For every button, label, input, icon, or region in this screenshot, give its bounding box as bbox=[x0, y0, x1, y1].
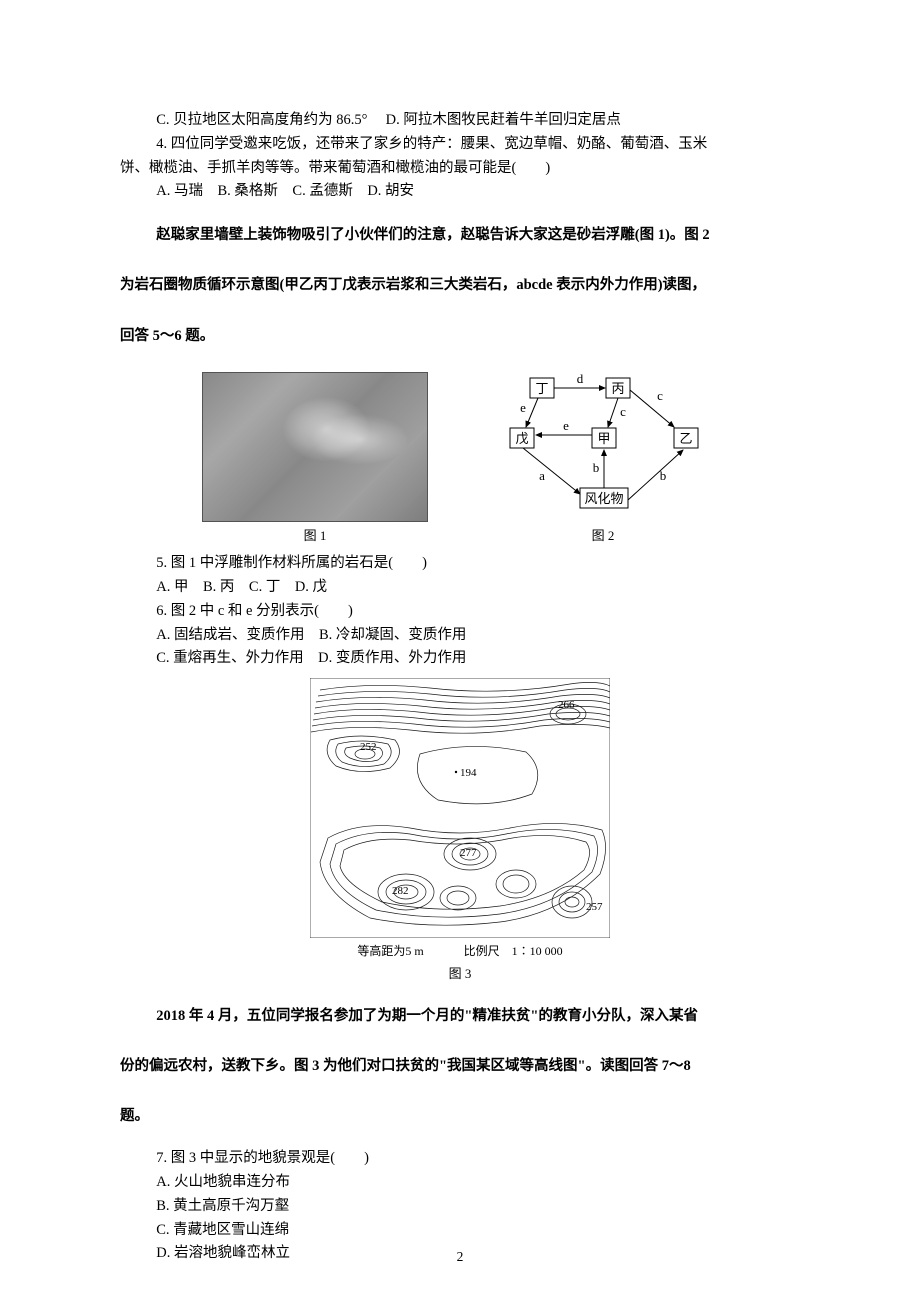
node-yi: 乙 bbox=[679, 431, 692, 446]
node-jia: 甲 bbox=[597, 431, 610, 446]
node-ding: 丁 bbox=[535, 381, 548, 396]
node-bing: 丙 bbox=[611, 381, 624, 396]
figure-3-topo-map: 266 252 194 277 282 257 bbox=[310, 678, 610, 938]
fig3-sub-right: 比例尺 1∶10 000 bbox=[464, 942, 563, 960]
node-wu: 戊 bbox=[515, 431, 528, 446]
figure-2-diagram: 丁 丙 戊 甲 乙 风化物 d c c e bbox=[488, 372, 718, 522]
fig3-sub-left: 等高距为5 m bbox=[357, 942, 423, 960]
label-257: 257 bbox=[586, 901, 603, 913]
label-282: 282 bbox=[392, 885, 409, 897]
context2-line3: 题。 bbox=[120, 1098, 800, 1134]
context1-line3: 回答 5～6 题。 bbox=[120, 318, 800, 354]
edge-c2: c bbox=[620, 404, 626, 419]
q4-options: A. 马瑞 B. 桑格斯 C. 孟德斯 D. 胡安 bbox=[120, 181, 800, 203]
context1-line2: 为岩石圈物质循环示意图(甲乙丙丁戊表示岩浆和三大类岩石，abcde 表示内外力作… bbox=[120, 267, 800, 303]
q3-optC: C. 贝拉地区太阳高度角约为 86.5° bbox=[156, 112, 367, 128]
q7-optC: C. 青藏地区雪山连绵 bbox=[120, 1220, 800, 1242]
q4-stem-line1: 4. 四位同学受邀来吃饭，还带来了家乡的特产：腰果、宽边草帽、奶酪、葡萄酒、玉米 bbox=[120, 134, 800, 156]
q7-optA: A. 火山地貌串连分布 bbox=[120, 1172, 800, 1194]
q3-options-cd: C. 贝拉地区太阳高度角约为 86.5° D. 阿拉木图牧民赶着牛羊回归定居点 bbox=[120, 110, 800, 132]
figure-3-caption: 图 3 bbox=[449, 964, 472, 984]
edge-c1: c bbox=[657, 388, 663, 403]
figure-3-block: 266 252 194 277 282 257 等高距为5 m 比例尺 1∶10… bbox=[120, 678, 800, 984]
figure-3-subtext: 等高距为5 m 比例尺 1∶10 000 bbox=[357, 942, 562, 960]
figure-1-caption: 图 1 bbox=[304, 526, 327, 546]
edge-b2: b bbox=[660, 468, 667, 483]
edge-d: d bbox=[577, 372, 584, 386]
q6-options-ab: A. 固结成岩、变质作用 B. 冷却凝固、变质作用 bbox=[120, 625, 800, 647]
label-194: 194 bbox=[460, 767, 477, 779]
figure-2-caption: 图 2 bbox=[592, 526, 615, 546]
q7-optB: B. 黄土高原千沟万壑 bbox=[120, 1196, 800, 1218]
q6-stem: 6. 图 2 中 c 和 e 分别表示( ) bbox=[120, 601, 800, 623]
figure-1-relief-image bbox=[202, 372, 428, 522]
label-266: 266 bbox=[558, 699, 575, 711]
context1-line1: 赵聪家里墙壁上装饰物吸引了小伙伴们的注意，赵聪告诉大家这是砂岩浮雕(图 1)。图… bbox=[120, 217, 800, 253]
q5-options: A. 甲 B. 丙 C. 丁 D. 戊 bbox=[120, 577, 800, 599]
node-weathered: 风化物 bbox=[584, 491, 623, 506]
q5-stem: 5. 图 1 中浮雕制作材料所属的岩石是( ) bbox=[120, 553, 800, 575]
label-252: 252 bbox=[360, 741, 377, 753]
q7-stem: 7. 图 3 中显示的地貌景观是( ) bbox=[120, 1148, 800, 1170]
figures-row-1-2: 图 1 丁 丙 戊 甲 乙 风化物 bbox=[120, 372, 800, 546]
edge-e1: e bbox=[520, 400, 526, 415]
figure-2-block: 丁 丙 戊 甲 乙 风化物 d c c e bbox=[488, 372, 718, 546]
page-number: 2 bbox=[457, 1247, 464, 1267]
q3-optD: D. 阿拉木图牧民赶着牛羊回归定居点 bbox=[386, 112, 621, 128]
context2-line2: 份的偏远农村，送教下乡。图 3 为他们对口扶贫的"我国某区域等高线图"。读图回答… bbox=[120, 1048, 800, 1084]
q6-options-cd: C. 重熔再生、外力作用 D. 变质作用、外力作用 bbox=[120, 648, 800, 670]
edge-e2: e bbox=[563, 418, 569, 433]
edge-b1: b bbox=[593, 460, 600, 475]
context2-line1: 2018 年 4 月，五位同学报名参加了为期一个月的"精准扶贫"的教育小分队，深… bbox=[120, 998, 800, 1034]
figure-1-block: 图 1 bbox=[202, 372, 428, 546]
label-277: 277 bbox=[460, 847, 477, 859]
q4-stem-line2: 饼、橄榄油、手抓羊肉等等。带来葡萄酒和橄榄油的最可能是( ) bbox=[120, 158, 800, 180]
edge-a: a bbox=[539, 468, 545, 483]
